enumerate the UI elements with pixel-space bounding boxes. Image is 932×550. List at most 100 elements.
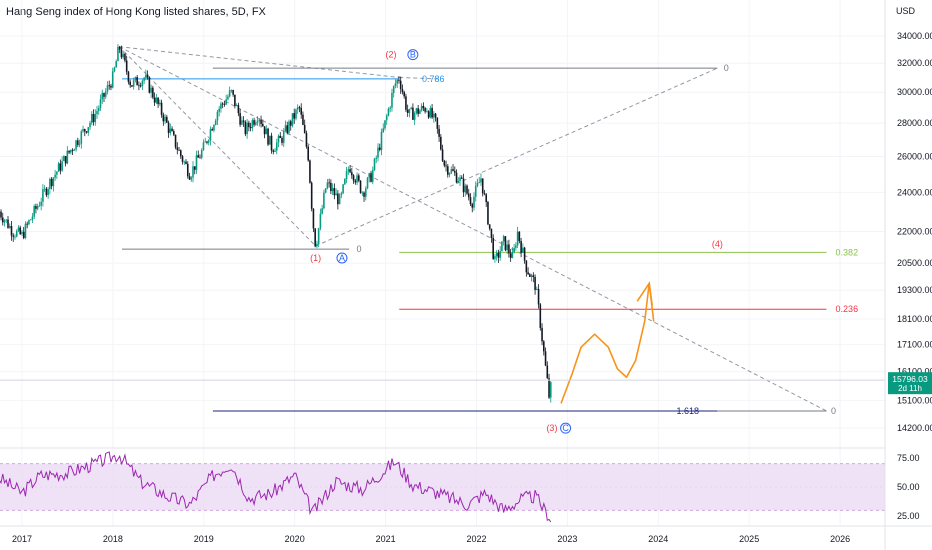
candle-body bbox=[71, 149, 74, 151]
candle-body bbox=[35, 206, 37, 209]
candle-body bbox=[377, 147, 379, 158]
x-tick-label: 2025 bbox=[739, 534, 759, 544]
candle-body bbox=[206, 141, 208, 143]
rsi-band bbox=[0, 463, 885, 511]
y-tick-label: 22000.00 bbox=[897, 226, 932, 236]
trend-line bbox=[119, 46, 827, 412]
candle-body bbox=[410, 107, 412, 109]
candle-body bbox=[125, 60, 128, 72]
candle-body bbox=[275, 142, 278, 151]
candle-body bbox=[548, 378, 550, 398]
candle-body bbox=[371, 169, 374, 182]
candle-body bbox=[296, 107, 299, 110]
candle-body bbox=[349, 169, 351, 173]
candle-body bbox=[504, 236, 507, 251]
candle-body bbox=[485, 194, 488, 203]
candle-body bbox=[47, 189, 49, 196]
candle-body bbox=[143, 77, 145, 81]
candle-body bbox=[436, 117, 439, 129]
candle-body bbox=[323, 192, 325, 209]
candle-body bbox=[474, 185, 477, 197]
y-tick-label: 24000.00 bbox=[897, 187, 932, 197]
rsi-line bbox=[0, 451, 552, 523]
wave-label-circle bbox=[336, 252, 348, 264]
candle-body bbox=[166, 116, 168, 123]
candle-body bbox=[31, 216, 34, 220]
candle-body bbox=[183, 161, 186, 163]
candle-body bbox=[338, 194, 341, 205]
candle-body bbox=[342, 184, 344, 194]
candle-body bbox=[190, 177, 193, 180]
candle-body bbox=[466, 185, 468, 194]
candle-body bbox=[340, 193, 343, 195]
candle-body bbox=[385, 115, 388, 121]
candle-body bbox=[162, 114, 165, 122]
candle-body bbox=[230, 90, 233, 91]
candle-body bbox=[52, 177, 55, 187]
candle-body bbox=[272, 150, 275, 152]
candle-body bbox=[274, 150, 276, 152]
candle-body bbox=[28, 220, 30, 225]
candle-body bbox=[153, 97, 156, 103]
candle-body bbox=[490, 228, 493, 238]
candle-body bbox=[173, 131, 175, 135]
candle-body bbox=[445, 165, 447, 167]
candle-body bbox=[207, 140, 210, 143]
candle-body bbox=[139, 85, 142, 87]
trend-line bbox=[315, 67, 718, 247]
candle-body bbox=[78, 143, 81, 145]
candle-body bbox=[277, 135, 280, 143]
candle-body bbox=[174, 134, 177, 148]
candle-body bbox=[120, 49, 123, 58]
x-tick-label: 2022 bbox=[466, 534, 486, 544]
candle-body bbox=[124, 53, 126, 61]
candle-body bbox=[223, 103, 226, 105]
candle-body bbox=[331, 188, 334, 192]
candle-body bbox=[370, 173, 372, 182]
candle-body bbox=[59, 163, 62, 171]
candle-body bbox=[160, 102, 163, 115]
candle-body bbox=[281, 138, 283, 143]
candle-body bbox=[211, 129, 213, 131]
candle-body bbox=[378, 147, 381, 150]
candle-body bbox=[518, 231, 521, 242]
price-tag-countdown: 2d 11h bbox=[898, 384, 922, 393]
y-tick-label: 15100.00 bbox=[897, 395, 932, 405]
candle-body bbox=[83, 129, 86, 132]
candle-body bbox=[270, 135, 273, 151]
rsi-tick-label: 50.00 bbox=[897, 482, 920, 492]
candle-body bbox=[303, 124, 306, 133]
candle-body bbox=[516, 231, 519, 246]
candle-body bbox=[24, 223, 27, 238]
candle-body bbox=[64, 156, 67, 164]
candle-body bbox=[227, 96, 229, 100]
candle-body bbox=[347, 169, 350, 172]
candle-body bbox=[392, 86, 395, 93]
candle-body bbox=[356, 175, 358, 183]
candle-body bbox=[288, 121, 290, 133]
candle-body bbox=[213, 124, 215, 131]
candle-body bbox=[417, 108, 419, 114]
candle-body bbox=[157, 97, 159, 105]
currency-label: USD bbox=[896, 6, 916, 16]
candle-body bbox=[214, 120, 217, 125]
candle-body bbox=[459, 177, 461, 181]
wave-label: (3) bbox=[546, 423, 557, 433]
y-tick-label: 14200.00 bbox=[897, 423, 932, 433]
candle-body bbox=[113, 67, 116, 72]
candle-body bbox=[178, 149, 180, 151]
candle-body bbox=[204, 141, 207, 143]
candle-body bbox=[132, 80, 135, 87]
candle-body bbox=[253, 120, 255, 125]
candle-body bbox=[384, 120, 386, 129]
candle-body bbox=[7, 219, 9, 228]
candle-body bbox=[255, 122, 257, 125]
candle-body bbox=[298, 107, 301, 109]
candle-body bbox=[141, 80, 144, 87]
candle-body bbox=[221, 103, 224, 105]
candle-body bbox=[408, 108, 411, 113]
candle-body bbox=[54, 174, 56, 178]
candle-body bbox=[200, 150, 203, 158]
